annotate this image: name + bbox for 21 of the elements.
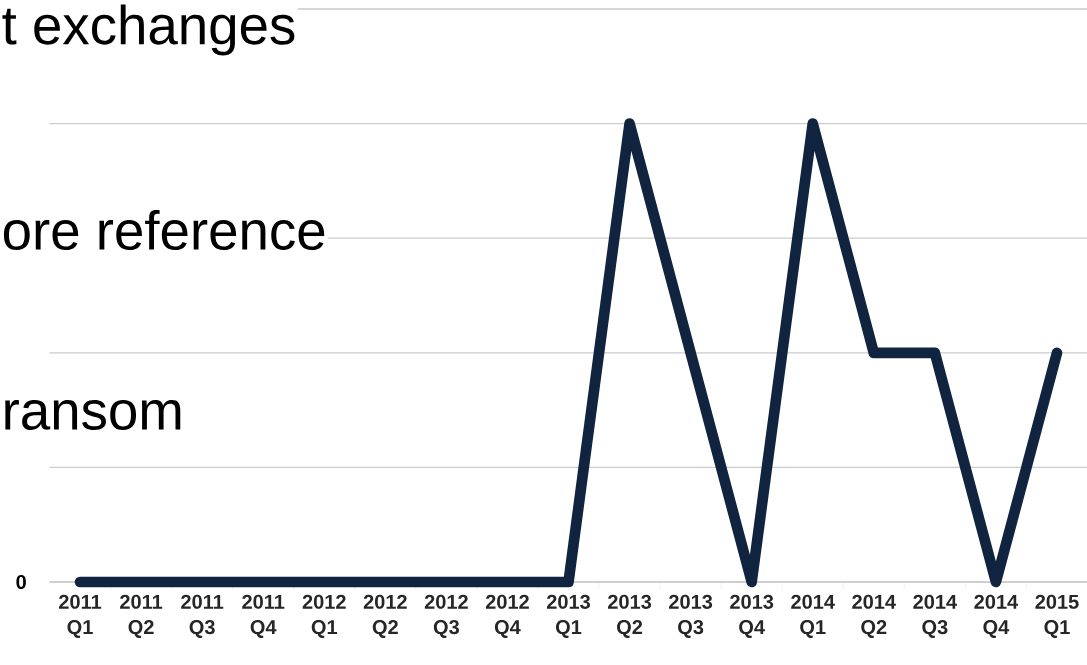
- x-tick-label: 2011 Q1: [59, 594, 102, 638]
- x-tick-label: 2012 Q3: [424, 594, 468, 638]
- x-tick-label: 2011 Q4: [242, 594, 285, 638]
- x-tick-label: 2012 Q4: [485, 594, 529, 638]
- x-tick-label: 2014 Q4: [974, 594, 1019, 638]
- x-tick-label: 2014 Q2: [852, 594, 896, 638]
- x-tick-label: 2013 Q1: [546, 594, 591, 638]
- x-tick-label: 2011 Q2: [120, 594, 163, 638]
- text: 0: [16, 574, 26, 590]
- x-tick-label: 2013 Q3: [669, 594, 713, 638]
- x-tick-label: 2012 Q1: [302, 594, 346, 638]
- x-tick-label: 2013 Q2: [608, 594, 652, 638]
- x-tick-label: 2014 Q1: [791, 594, 835, 638]
- x-tick-label: 2012 Q2: [363, 594, 407, 638]
- annotation: ransom: [5, 400, 181, 430]
- x-tick-label: 2014 Q3: [913, 594, 957, 638]
- x-tick-label: 2013 Q4: [730, 594, 774, 638]
- annotation: ore reference: [3, 209, 325, 251]
- text: t exchanges: [2, 4, 295, 56]
- x-tick-label: 2011 Q3: [181, 594, 224, 638]
- x-tick-label: 2015 Q1: [1035, 594, 1079, 638]
